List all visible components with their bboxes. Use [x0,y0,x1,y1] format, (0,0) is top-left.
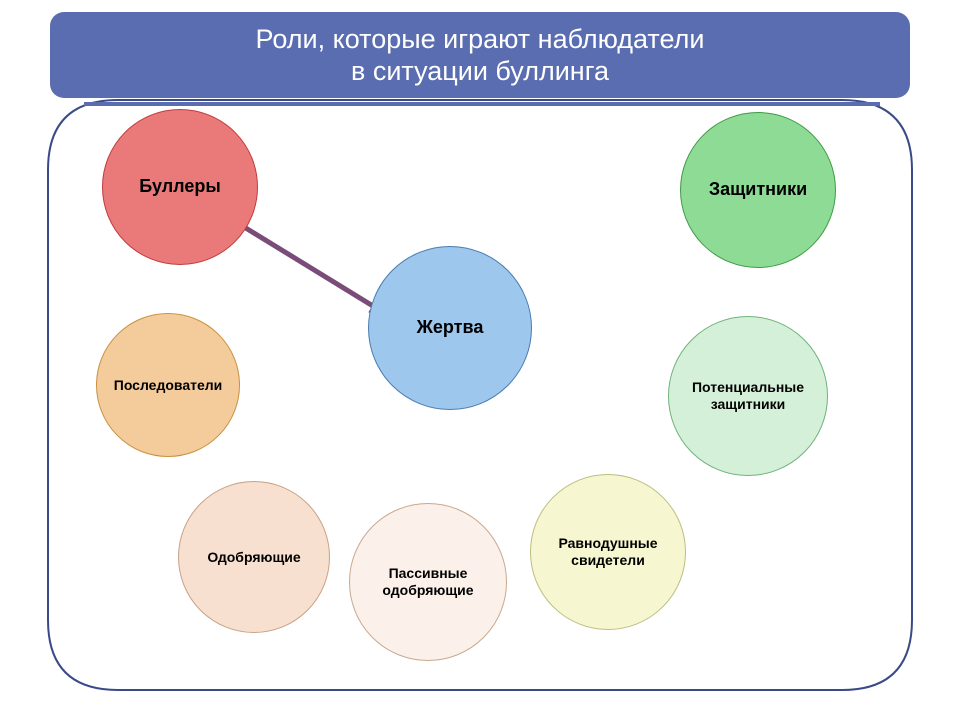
node-approving: Одобряющие [178,481,330,633]
node-followers: Последователи [96,313,240,457]
title-banner: Роли, которые играют наблюдатели в ситуа… [50,12,910,98]
title-text: Роли, которые играют наблюдатели в ситуа… [256,23,705,88]
diagram-stage: Роли, которые играют наблюдатели в ситуа… [0,0,960,720]
title-underline [84,102,880,106]
node-followers-label: Последователи [114,377,223,394]
node-defenders: Защитники [680,112,836,268]
node-potential-defenders-label: Потенциальные защитники [692,379,804,413]
node-indifferent-label: Равнодушные свидетели [558,535,657,569]
node-victim: Жертва [368,246,532,410]
node-bullies-label: Буллеры [139,176,220,198]
node-passive-approving: Пассивные одобряющие [349,503,507,661]
node-defenders-label: Защитники [709,179,807,201]
node-indifferent: Равнодушные свидетели [530,474,686,630]
node-victim-label: Жертва [417,317,484,339]
node-passive-approving-label: Пассивные одобряющие [382,565,473,599]
node-potential-defenders: Потенциальные защитники [668,316,828,476]
node-bullies: Буллеры [102,109,258,265]
node-approving-label: Одобряющие [207,549,300,566]
